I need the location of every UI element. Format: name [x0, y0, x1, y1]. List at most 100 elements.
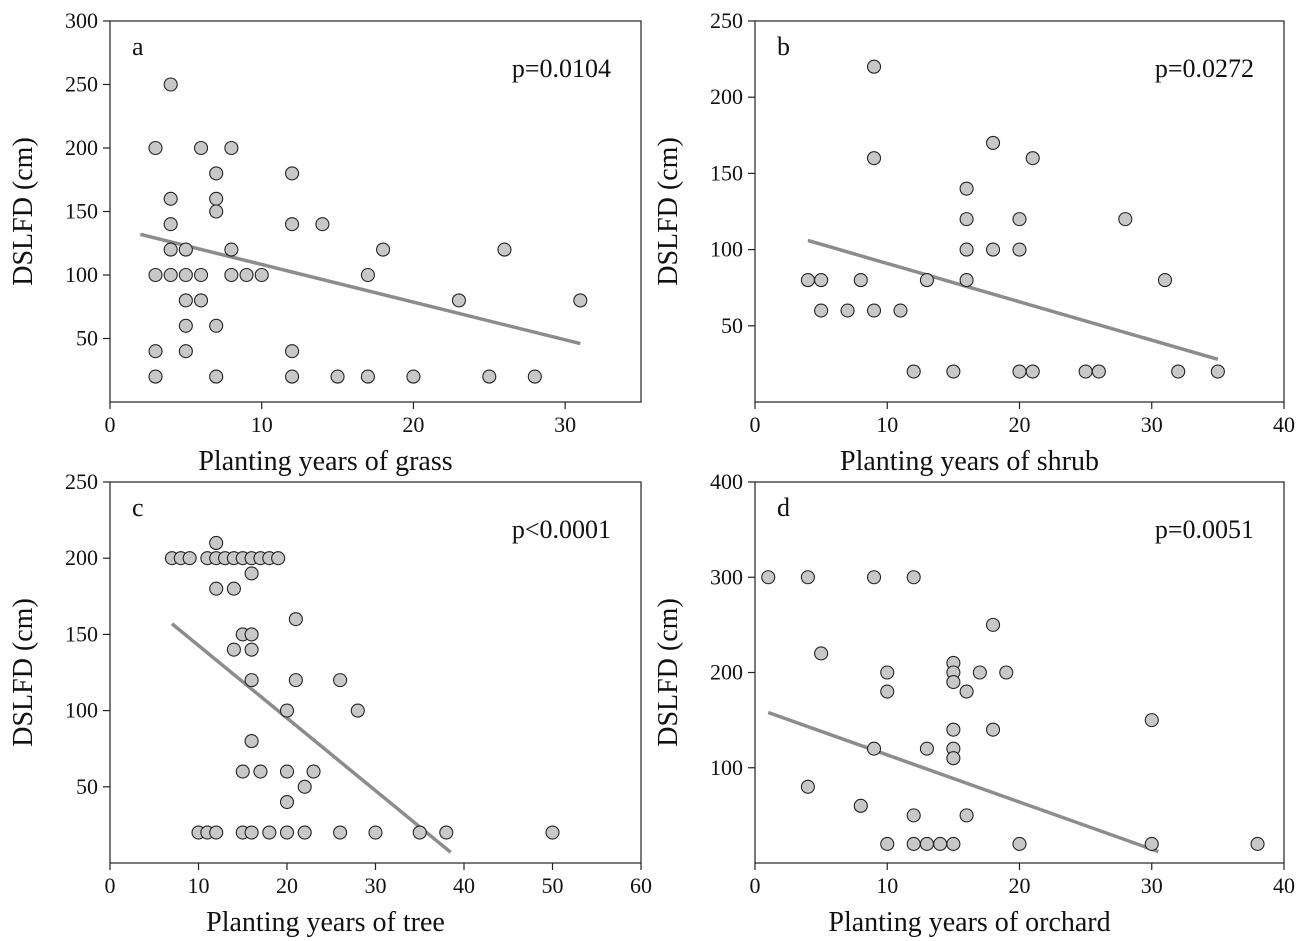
data-point [800, 779, 815, 794]
data-point [285, 369, 300, 384]
data-point [297, 825, 312, 840]
x-tick-label: 0 [750, 412, 761, 437]
data-point [148, 369, 163, 384]
x-tick-label: 10 [876, 873, 898, 898]
data-point [193, 140, 209, 156]
x-tick-label: 50 [542, 873, 564, 898]
data-point [253, 764, 268, 779]
x-axis-title: Planting years of orchard [828, 907, 1110, 938]
y-tick-label: 50 [76, 774, 98, 799]
x-axis-title: Planting years of grass [198, 446, 452, 477]
x-tick-label: 20 [276, 873, 298, 898]
data-point [985, 135, 1001, 150]
data-point [1157, 273, 1173, 288]
data-point [350, 703, 365, 718]
panel-label: a [132, 32, 144, 61]
data-point [1144, 713, 1159, 728]
data-point [163, 217, 178, 232]
data-point [800, 570, 815, 585]
data-point [163, 191, 178, 206]
data-point [800, 273, 815, 288]
data-point [271, 551, 286, 566]
data-point [880, 836, 895, 852]
data-point [959, 684, 974, 699]
data-point [919, 741, 934, 756]
data-point [1078, 364, 1093, 379]
data-point [178, 267, 193, 283]
regression-line [767, 710, 1159, 854]
data-point [209, 535, 224, 551]
data-point [148, 140, 163, 156]
data-point [866, 59, 882, 74]
data-point [209, 166, 224, 181]
data-point [814, 646, 829, 661]
data-point [288, 673, 303, 688]
y-tick-label: 150 [710, 160, 743, 185]
data-point [333, 673, 348, 688]
data-point [360, 267, 375, 283]
data-point [1250, 836, 1265, 852]
data-point [306, 764, 321, 779]
data-point [946, 364, 961, 379]
y-tick-label: 300 [65, 8, 98, 33]
data-point [279, 794, 295, 810]
data-point [163, 267, 178, 283]
data-point [244, 825, 259, 840]
x-tick-label: 60 [630, 873, 652, 898]
data-point [866, 741, 882, 756]
data-point [285, 217, 300, 232]
x-tick-label: 0 [105, 873, 116, 898]
data-point [959, 181, 974, 196]
data-point [866, 570, 882, 585]
data-point [1025, 364, 1040, 379]
data-point [985, 722, 1001, 737]
y-tick-label: 50 [721, 313, 743, 338]
data-point [224, 267, 239, 283]
x-axis-title: Planting years of tree [206, 907, 445, 938]
panel-a: 0 10 20 30 50 100 150 200 250 300 Planting years o… [8, 8, 642, 477]
data-point [972, 665, 987, 680]
x-tick-label: 20 [1009, 412, 1031, 437]
data-point [451, 293, 466, 308]
data-point [244, 627, 259, 642]
x-tick-label: 40 [1273, 873, 1295, 898]
data-point [866, 151, 882, 166]
panel-label: b [777, 32, 790, 61]
data-point [497, 242, 512, 257]
data-point [906, 836, 921, 852]
y-tick-label: 250 [65, 469, 98, 494]
data-point [1171, 364, 1186, 379]
data-point [985, 242, 1001, 257]
data-point [315, 217, 330, 232]
data-point [148, 344, 163, 359]
p-value-annotation: p<0.0001 [512, 515, 611, 544]
regression-line [807, 238, 1219, 362]
data-point [178, 293, 193, 308]
data-point [919, 273, 934, 288]
data-point [209, 204, 224, 219]
data-point [814, 273, 829, 288]
data-point [178, 242, 193, 257]
data-point [244, 642, 259, 657]
data-point [1012, 242, 1027, 257]
y-tick-label: 250 [710, 8, 743, 33]
data-point [285, 166, 300, 181]
x-tick-label: 10 [876, 412, 898, 437]
data-point [439, 825, 454, 840]
data-point [178, 318, 193, 333]
y-tick-label: 150 [65, 621, 98, 646]
data-point [193, 267, 209, 283]
data-point [224, 140, 239, 156]
data-point [406, 369, 421, 384]
y-tick-label: 200 [710, 660, 743, 685]
p-value-annotation: p=0.0051 [1155, 515, 1254, 544]
data-point [330, 369, 345, 384]
data-point [360, 369, 375, 384]
x-tick-label: 10 [251, 412, 273, 437]
data-point [761, 570, 776, 585]
data-point [853, 273, 868, 288]
panel-c: 0 10 20 30 40 50 60 50 100 150 200 250 Planting year… [8, 469, 652, 938]
data-point [279, 703, 295, 718]
panel-b: 0 10 20 30 40 50 100 150 200 250 Planting years of… [653, 8, 1295, 477]
